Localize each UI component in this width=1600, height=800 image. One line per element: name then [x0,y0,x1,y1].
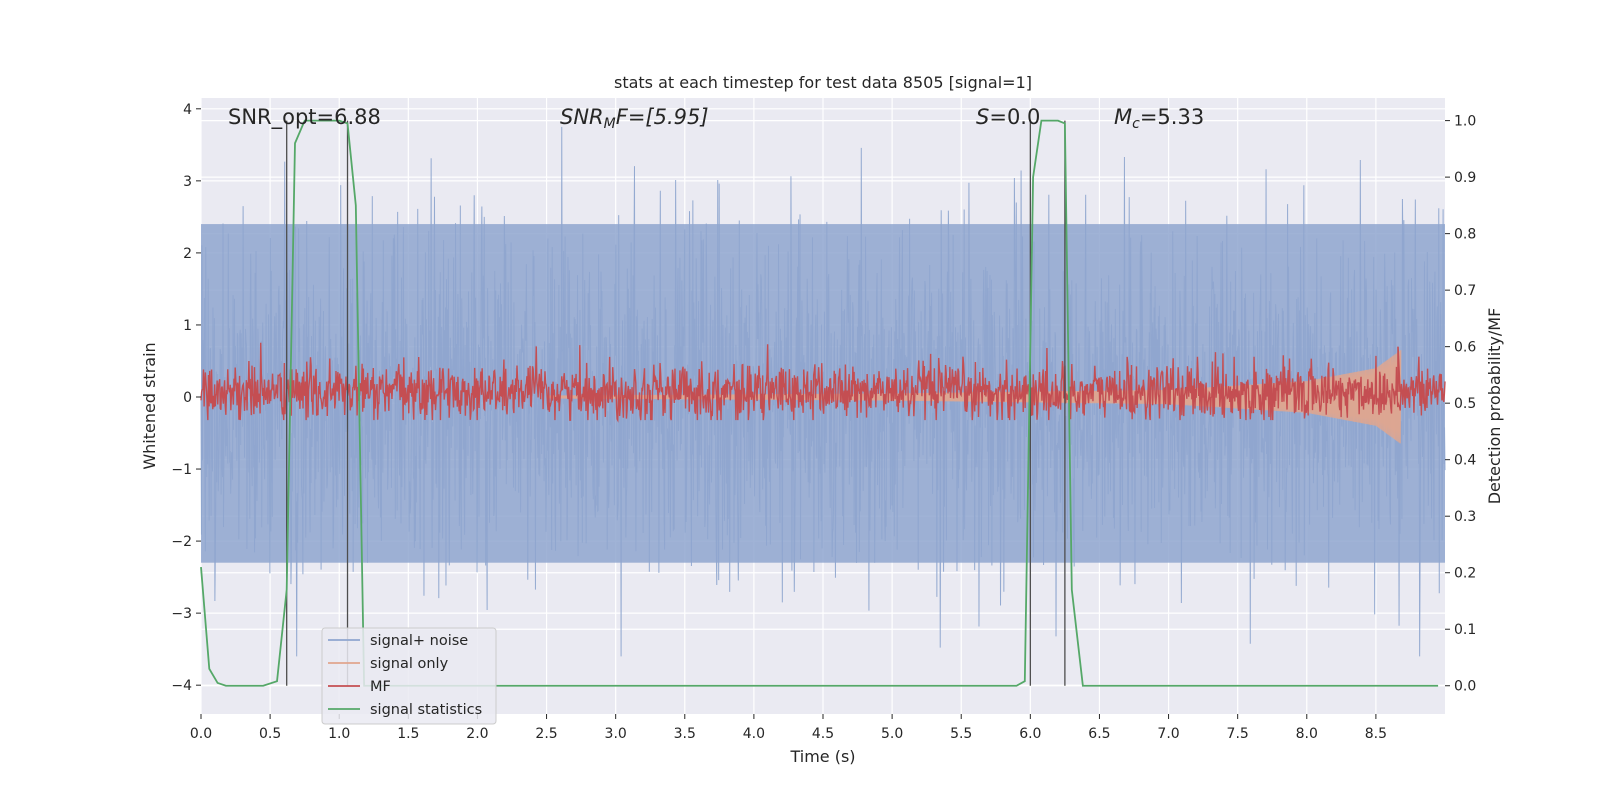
x-tick-label: 3.5 [674,726,696,742]
x-tick-label: 0.0 [190,726,212,742]
annotation-snr-mf: SNRMF=[5.95] [560,105,709,132]
x-tick-label: 6.5 [1088,726,1110,742]
legend-label-signal-statistics: signal statistics [370,702,482,718]
x-tick-label: 7.5 [1227,726,1249,742]
x-tick-label: 4.0 [743,726,765,742]
y-tick-label: −4 [171,678,192,694]
legend-label-signal-noise: signal+ noise [370,633,468,649]
legend: signal+ noise signal only MF signal stat… [321,627,497,725]
x-tick-label: 5.0 [881,726,903,742]
x-tick-label: 5.5 [950,726,972,742]
y2-tick-label: 0.1 [1454,622,1476,638]
annotation-s: S=0.0 [976,105,1040,129]
y2-tick-label: 0.0 [1454,679,1476,695]
x-tick-label: 7.0 [1157,726,1179,742]
y2-tick-label: 0.7 [1454,283,1476,299]
y-tick-label: 1 [183,318,192,334]
y2-axis-label: Detection probability/MF [1485,308,1504,505]
x-tick-label: 4.5 [812,726,834,742]
y-tick-label: 0 [183,390,192,406]
x-tick-label: 2.5 [535,726,557,742]
x-tick-label: 3.0 [605,726,627,742]
y-tick-label: −2 [171,534,192,550]
y2-tick-label: 0.8 [1454,227,1476,243]
x-tick-label: 8.0 [1296,726,1318,742]
legend-box [321,627,497,725]
y2-tick-label: 0.9 [1454,170,1476,186]
y-tick-label: −3 [171,606,192,622]
y-axis-label: Whitened strain [140,342,159,469]
x-tick-label: 2.0 [466,726,488,742]
x-axis-label: Time (s) [789,747,855,766]
y2-tick-label: 0.2 [1454,566,1476,582]
chart-title: stats at each timestep for test data 850… [614,73,1032,92]
x-tick-label: 0.5 [259,726,281,742]
mf-line [200,342,1446,423]
y-tick-label: 4 [183,102,192,118]
y-tick-label: 3 [183,174,192,190]
y2-tick-label: 0.5 [1454,396,1476,412]
annotation-snr-opt: SNR_opt=6.88 [228,105,381,130]
y-tick-label: −1 [171,462,192,478]
x-tick-label: 1.5 [397,726,419,742]
signal-statistics-line [200,119,1439,687]
data-layer [200,119,1446,687]
y-tick-label: 2 [183,246,192,262]
y2-tick-label: 1.0 [1454,114,1476,130]
y2-tick-label: 0.4 [1454,453,1476,469]
x-tick-label: 6.0 [1019,726,1041,742]
legend-label-mf: MF [370,679,391,695]
x-tick-label: 8.5 [1365,726,1387,742]
mf-spike [1397,346,1401,392]
y2-tick-label: 0.3 [1454,509,1476,525]
tick-labels: 0.0 0.5 1.0 1.5 2.0 2.5 3.0 3.5 4.0 4.5 5.0 5.5 6.0 6… [171,102,1476,742]
legend-label-signal-only: signal only [370,656,449,672]
annotation-mc: Mc=5.33 [1114,105,1204,132]
x-tick-label: 1.0 [328,726,350,742]
y2-tick-label: 0.6 [1454,340,1476,356]
